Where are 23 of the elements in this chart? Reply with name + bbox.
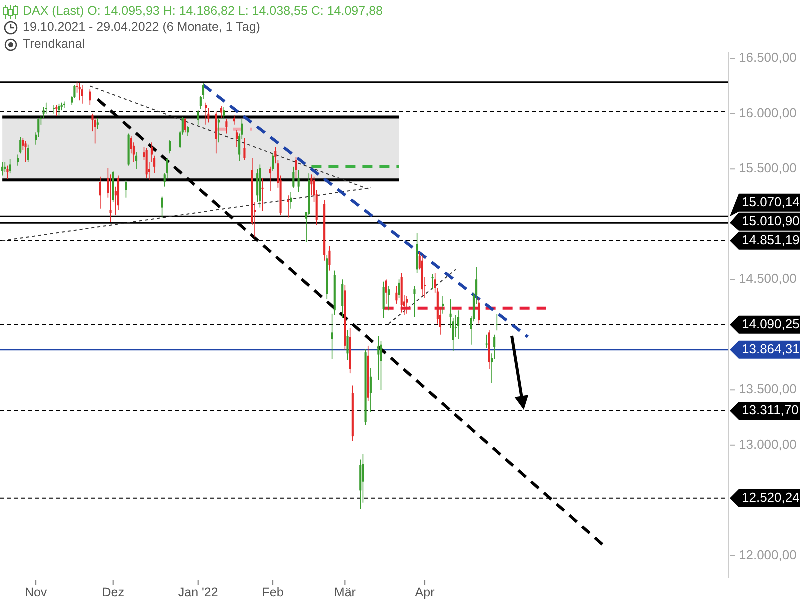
y-tick-label: 12.000,00: [739, 547, 797, 562]
ref-line-label: 12.520,24: [742, 490, 800, 505]
y-tick-label: 16.000,00: [739, 105, 797, 120]
text: Trendkanal: [23, 37, 86, 52]
ref-line-label: 13.311,70: [742, 402, 799, 418]
chart-title: DAX (Last) O: 14.095,93 H: 14.186,82 L: 14.038,55 C: 14.097,88: [23, 4, 384, 18]
y-tick-label: 16.500,00: [739, 50, 797, 66]
y-tick-label: 13.500,00: [739, 382, 797, 397]
y-tick-label: 14.500,00: [739, 271, 797, 286]
chart-subtitle: 19.10.2021 - 29.04.2022 (6 Monate, 1 Tag): [23, 20, 260, 34]
y-tick-label: 13.000,00: [739, 436, 797, 452]
ref-line-label: 13.864,31: [742, 341, 800, 356]
y-tick-label: 15.500,00: [739, 160, 797, 176]
ref-line-label: 15.010,90: [742, 213, 800, 228]
ref-line-label: 15.070,14: [742, 194, 800, 210]
ref-line-label: 14.090,25: [742, 316, 800, 332]
ref-line-label: 14.851,19: [742, 232, 800, 248]
x-tick-label: Apr: [415, 585, 435, 600]
x-tick-label: Dez: [102, 585, 124, 600]
x-tick-label: Mär: [334, 585, 356, 600]
x-tick-label: Nov: [24, 585, 48, 600]
x-tick-label: Jan '22: [178, 585, 218, 600]
x-tick-label: Feb: [262, 585, 284, 600]
